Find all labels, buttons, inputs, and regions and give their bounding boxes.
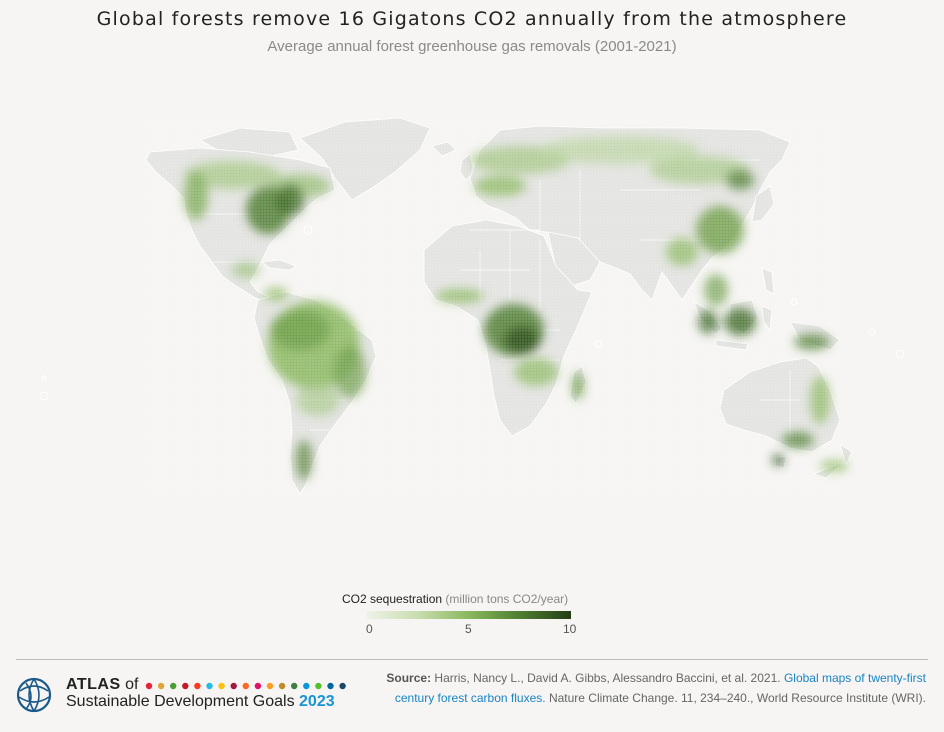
- legend-label: CO2 sequestration: [342, 592, 443, 606]
- sdg-dot: [206, 682, 213, 690]
- sdg-dot: [194, 682, 201, 690]
- atlas-year: 2023: [299, 693, 335, 710]
- page-title: Global forests remove 16 Gigatons CO2 an…: [96, 8, 848, 30]
- legend-unit: (million tons CO2/year): [445, 592, 569, 606]
- world-bank-globe-icon: [16, 677, 52, 713]
- sdg-dot: [315, 682, 322, 690]
- sdg-dot: [254, 682, 262, 690]
- sdg-dot: [170, 682, 177, 690]
- sdg-dot: [157, 682, 165, 690]
- atlas-word: ATLAS: [66, 676, 121, 693]
- source-link[interactable]: Global maps of twenty-first century fore…: [394, 671, 926, 705]
- source-citation: Source: Harris, Nancy L., David A. Gibbs…: [386, 668, 926, 708]
- forest-sequestration: [140, 120, 848, 500]
- legend-tick-mid: 5: [465, 622, 472, 636]
- sdg-dot: [303, 682, 310, 690]
- source-tail: Nature Climate Change. 11, 234–240., Wor…: [548, 691, 926, 705]
- sdg-dot: [339, 682, 346, 690]
- legend-color-bar: [367, 611, 571, 619]
- atlas-logo-text: ATLAS of: [66, 676, 138, 694]
- sdg-dot: [278, 682, 286, 690]
- sdg-logo-text: Sustainable Development Goals 2023: [66, 693, 335, 711]
- legend-tick-max: 10: [563, 622, 577, 636]
- sdg-dot: [218, 682, 225, 690]
- legend-title: CO2 sequestration (million tons CO2/year…: [342, 592, 568, 606]
- sdg-dot: [266, 682, 274, 690]
- page-subtitle: Average annual forest greenhouse gas rem…: [267, 38, 677, 55]
- sdg-dot: [327, 682, 334, 690]
- source-text: Harris, Nancy L., David A. Gibbs, Alessa…: [434, 671, 781, 685]
- small-islands: [39, 225, 905, 401]
- sdg-dot: [242, 682, 249, 690]
- source-label: Source:: [386, 671, 432, 685]
- sdg-dot: [291, 682, 298, 690]
- sdg-text: Sustainable Development Goals: [66, 693, 295, 710]
- sdg-dot: [145, 682, 153, 690]
- legend-tick-min: 0: [366, 622, 373, 636]
- sdg-color-dots: [145, 682, 346, 690]
- of-word: of: [125, 676, 139, 693]
- sdg-dot: [230, 682, 237, 690]
- footer-divider: [16, 659, 928, 660]
- sdg-dot: [182, 682, 189, 690]
